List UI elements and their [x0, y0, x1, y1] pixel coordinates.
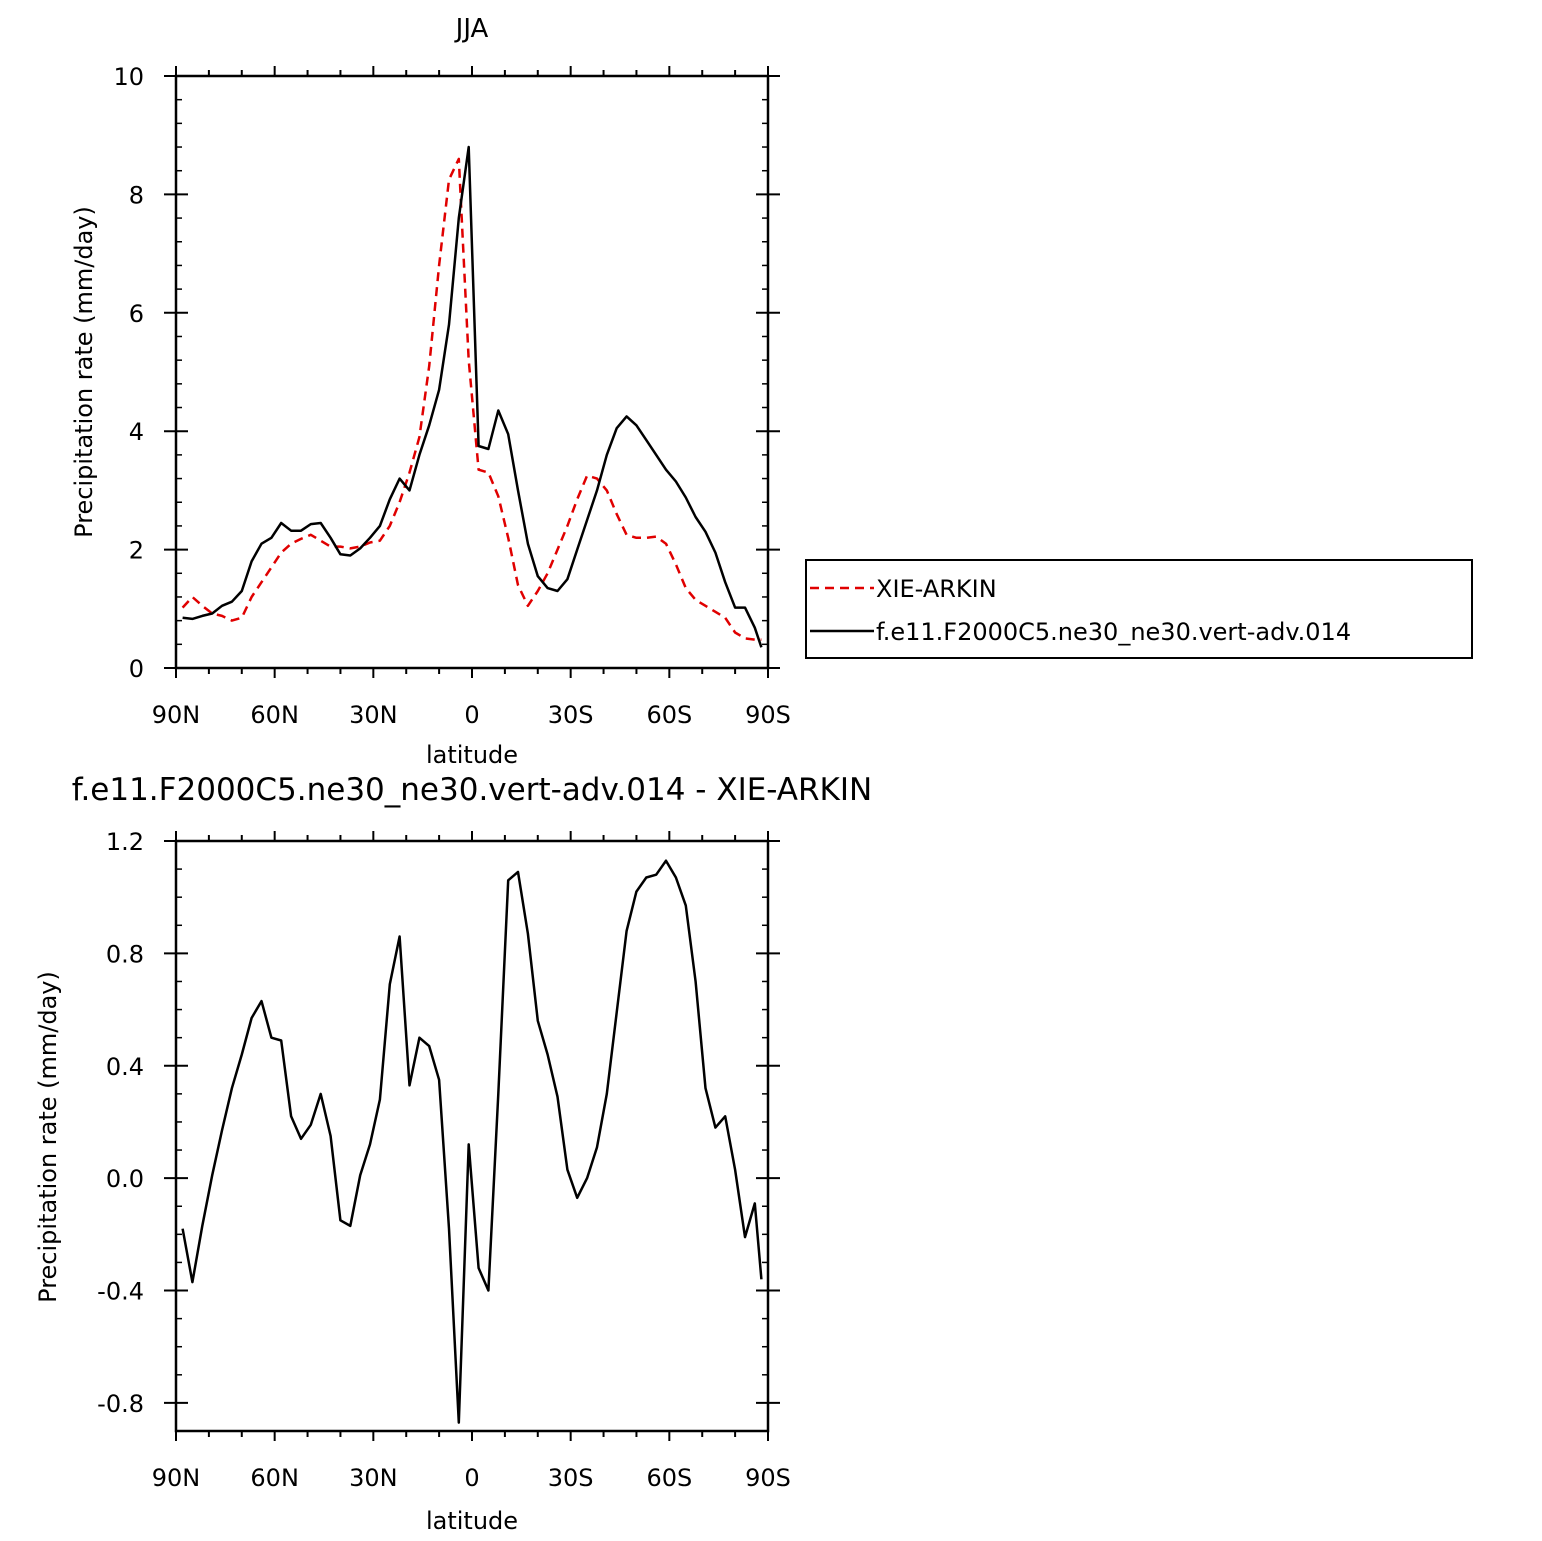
top-x-tick-label: 30N	[349, 701, 398, 729]
bottom-x-tick-label: 30S	[548, 1464, 594, 1492]
bottom-chart-plot-area: 90N 60N 30N 0 30S 60S 90S -0.8 -0.4 0.0 0.4 0.8 1.2	[97, 828, 791, 1492]
bottom-y-tick-label: 0.8	[106, 940, 144, 968]
bottom-chart-panel: f.e11.F2000C5.ne30_ne30.vert-adv.014 - X…	[34, 772, 872, 1535]
bottom-x-tick-label: 30N	[349, 1464, 398, 1492]
top-x-tick-label: 90N	[152, 701, 201, 729]
top-x-tick-label: 0	[464, 701, 479, 729]
legend-box	[805, 559, 1473, 659]
bottom-chart-x-axis-label: latitude	[426, 1507, 518, 1535]
bottom-y-tick-label: 1.2	[106, 828, 144, 856]
top-chart-legend: XIE-ARKIN f.e11.F2000C5.ne30_ne30.vert-a…	[805, 559, 1473, 659]
top-x-tick-label: 90S	[745, 701, 791, 729]
top-y-tick-label: 2	[129, 537, 144, 565]
bottom-chart-y-axis-label: Precipitation rate (mm/day)	[34, 971, 62, 1303]
bottom-x-tick-label: 60S	[646, 1464, 692, 1492]
top-y-tick-label: 10	[113, 63, 144, 91]
bottom-plot-frame	[174, 839, 770, 1433]
bottom-x-tick-label: 60N	[250, 1464, 299, 1492]
top-x-tick-label: 60N	[250, 701, 299, 729]
top-chart-y-axis-label: Precipitation rate (mm/day)	[70, 206, 98, 538]
bottom-y-tick-label: -0.8	[97, 1390, 144, 1418]
bottom-series-line-difference	[181, 859, 763, 1424]
top-x-tick-label: 60S	[646, 701, 692, 729]
bottom-x-tick-label: 90N	[152, 1464, 201, 1492]
bottom-y-tick-label: 0.4	[106, 1053, 144, 1081]
bottom-x-tick-label: 90S	[745, 1464, 791, 1492]
top-series-line-xie-arkin	[181, 157, 762, 641]
bottom-y-tick-label: -0.4	[97, 1278, 144, 1306]
bottom-y-tick-label: 0.0	[106, 1165, 144, 1193]
top-chart-x-axis-label: latitude	[426, 741, 518, 769]
top-chart-title: JJA	[454, 14, 489, 44]
legend-label-xie-arkin: XIE-ARKIN	[876, 575, 997, 603]
top-plot-frame	[174, 74, 770, 670]
top-y-tick-label: 8	[129, 181, 144, 209]
top-chart-plot-area: 90N 60N 30N 0 30S 60S 90S 0 2 4 6 8 10	[113, 63, 790, 729]
bottom-chart-title: f.e11.F2000C5.ne30_ne30.vert-adv.014 - X…	[72, 772, 872, 808]
top-x-tick-label: 30S	[548, 701, 594, 729]
top-series-line-f-e11-f2000c5-ne30-ne30-vert-adv-014	[182, 145, 763, 648]
legend-label-model: f.e11.F2000C5.ne30_ne30.vert-adv.014	[876, 618, 1351, 646]
top-y-tick-label: 6	[129, 300, 144, 328]
top-y-tick-label: 4	[129, 418, 144, 446]
bottom-x-tick-label: 0	[464, 1464, 479, 1492]
top-y-tick-label: 0	[129, 655, 144, 683]
